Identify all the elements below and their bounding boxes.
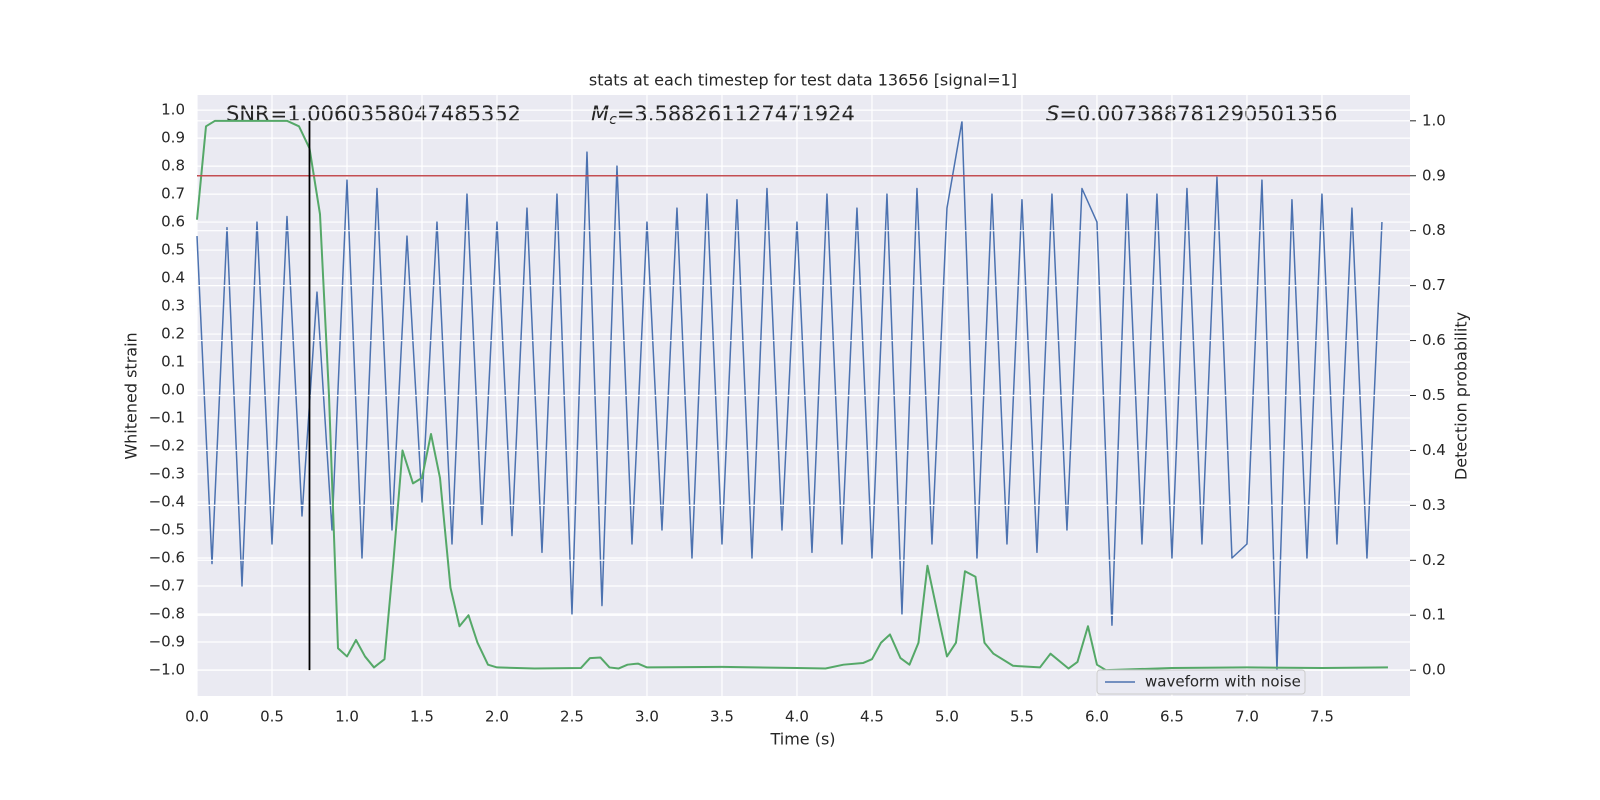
y-tick-label: 0.2 [161,325,185,343]
y-tick-label: 0.6 [161,213,185,231]
y-axis-label: Whitened strain [122,332,141,459]
annotation-subscript: c [609,112,617,128]
x-tick-label: 3.5 [710,708,734,726]
y-tick-label: 0.1 [161,353,185,371]
y2-tick-label: 1.0 [1422,111,1446,129]
annotation: Mc=3.588261127471924 [591,102,855,128]
y2-tick-label: 0.0 [1422,661,1446,679]
series-line [196,120,1383,671]
annotation-symbol: S [1046,102,1059,126]
y-tick-label: 0.5 [161,241,185,259]
y2-tick-label: 0.8 [1422,221,1446,239]
series-line [196,119,1388,672]
x-tick-label: 1.0 [335,708,359,726]
x-axis-label: Time (s) [769,730,835,749]
x-tick-label: 4.5 [860,708,884,726]
x-tick-label: 4.0 [785,708,809,726]
chart-title: stats at each timestep for test data 136… [589,71,1017,90]
y-tick-label: −0.1 [149,409,185,427]
y-tick-label: −0.9 [149,632,185,650]
y-tick-label: −0.6 [149,548,185,566]
annotation-symbol: M [591,102,609,126]
y2-tick-label: 0.9 [1422,166,1446,184]
y-tick-label: 0.7 [161,185,185,203]
y2-tick-label: 0.2 [1422,551,1446,569]
x-tick-label: 7.0 [1235,708,1259,726]
y-tick-label: 0.8 [161,157,185,175]
x-tick-label: 0.5 [260,708,284,726]
x-tick-label: 1.5 [410,708,434,726]
x-tick-label: 5.0 [935,708,959,726]
x-tick-label: 2.5 [560,708,584,726]
legend-label: waveform with noise [1145,673,1301,691]
x-tick-label: 7.5 [1310,708,1334,726]
x-tick-label: 0.0 [185,708,209,726]
y-tick-label: −0.2 [149,437,185,455]
y2-tick-label: 0.5 [1422,386,1446,404]
x-tick-label: 5.5 [1010,708,1034,726]
y-tick-label: 1.0 [161,101,185,119]
y-tick-label: 0.9 [161,129,185,147]
annotation-text: =3.588261127471924 [617,102,855,126]
annotation: SNR=1.0060358047485352 [226,102,521,126]
y2-tick-label: 0.7 [1422,276,1446,294]
annotation-text: =0.007388781290501356 [1059,102,1337,126]
x-tick-label: 6.5 [1160,708,1184,726]
y-tick-label: −0.3 [149,465,185,483]
y-tick-label: −0.8 [149,604,185,622]
y2-axis-label: Detection probability [1452,312,1471,480]
y-tick-label: −0.4 [149,493,185,511]
x-tick-label: 2.0 [485,708,509,726]
y-tick-label: −1.0 [149,660,185,678]
x-tick-label: 6.0 [1085,708,1109,726]
y-tick-label: −0.5 [149,521,185,539]
x-tick-label: 3.0 [635,708,659,726]
y2-tick-label: 0.6 [1422,331,1446,349]
y2-tick-label: 0.1 [1422,606,1446,624]
y-tick-label: 0.3 [161,297,185,315]
legend-box [1096,669,1306,695]
y2-tick-label: 0.3 [1422,496,1446,514]
y2-tick-label: 0.4 [1422,441,1446,459]
annotation: S=0.007388781290501356 [1046,102,1337,126]
y-tick-label: 0.4 [161,269,185,287]
y-tick-label: −0.7 [149,576,185,594]
y-tick-label: 0.0 [161,381,185,399]
